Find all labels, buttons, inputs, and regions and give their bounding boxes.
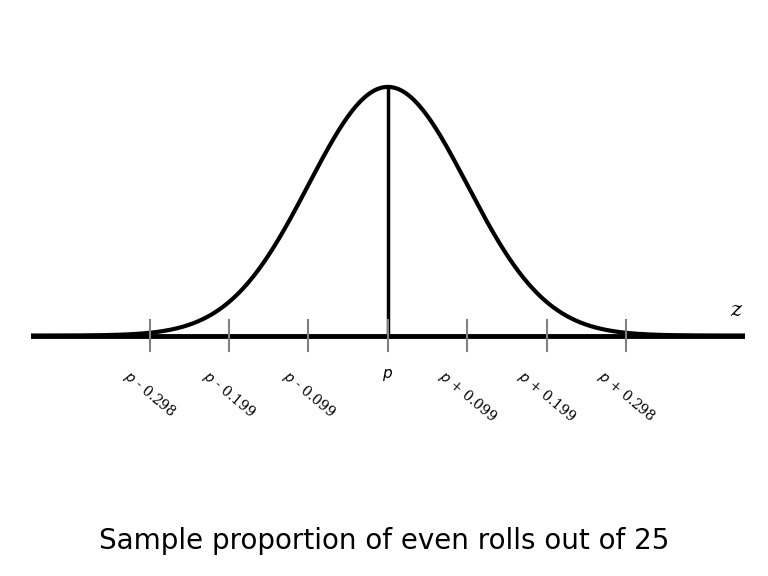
Text: $p$ + 0.298: $p$ + 0.298 [594,367,658,425]
Text: $p$ + 0.199: $p$ + 0.199 [514,367,579,426]
Text: $p$ - 0.099: $p$ - 0.099 [279,367,339,421]
Text: $p$: $p$ [382,367,393,382]
Text: z: z [730,301,741,320]
Text: $p$ - 0.199: $p$ - 0.199 [199,367,259,421]
Text: $p$ - 0.298: $p$ - 0.298 [120,367,180,420]
Text: Sample proportion of even rolls out of 25: Sample proportion of even rolls out of 2… [99,528,669,555]
Text: $p$ + 0.099: $p$ + 0.099 [435,367,500,426]
